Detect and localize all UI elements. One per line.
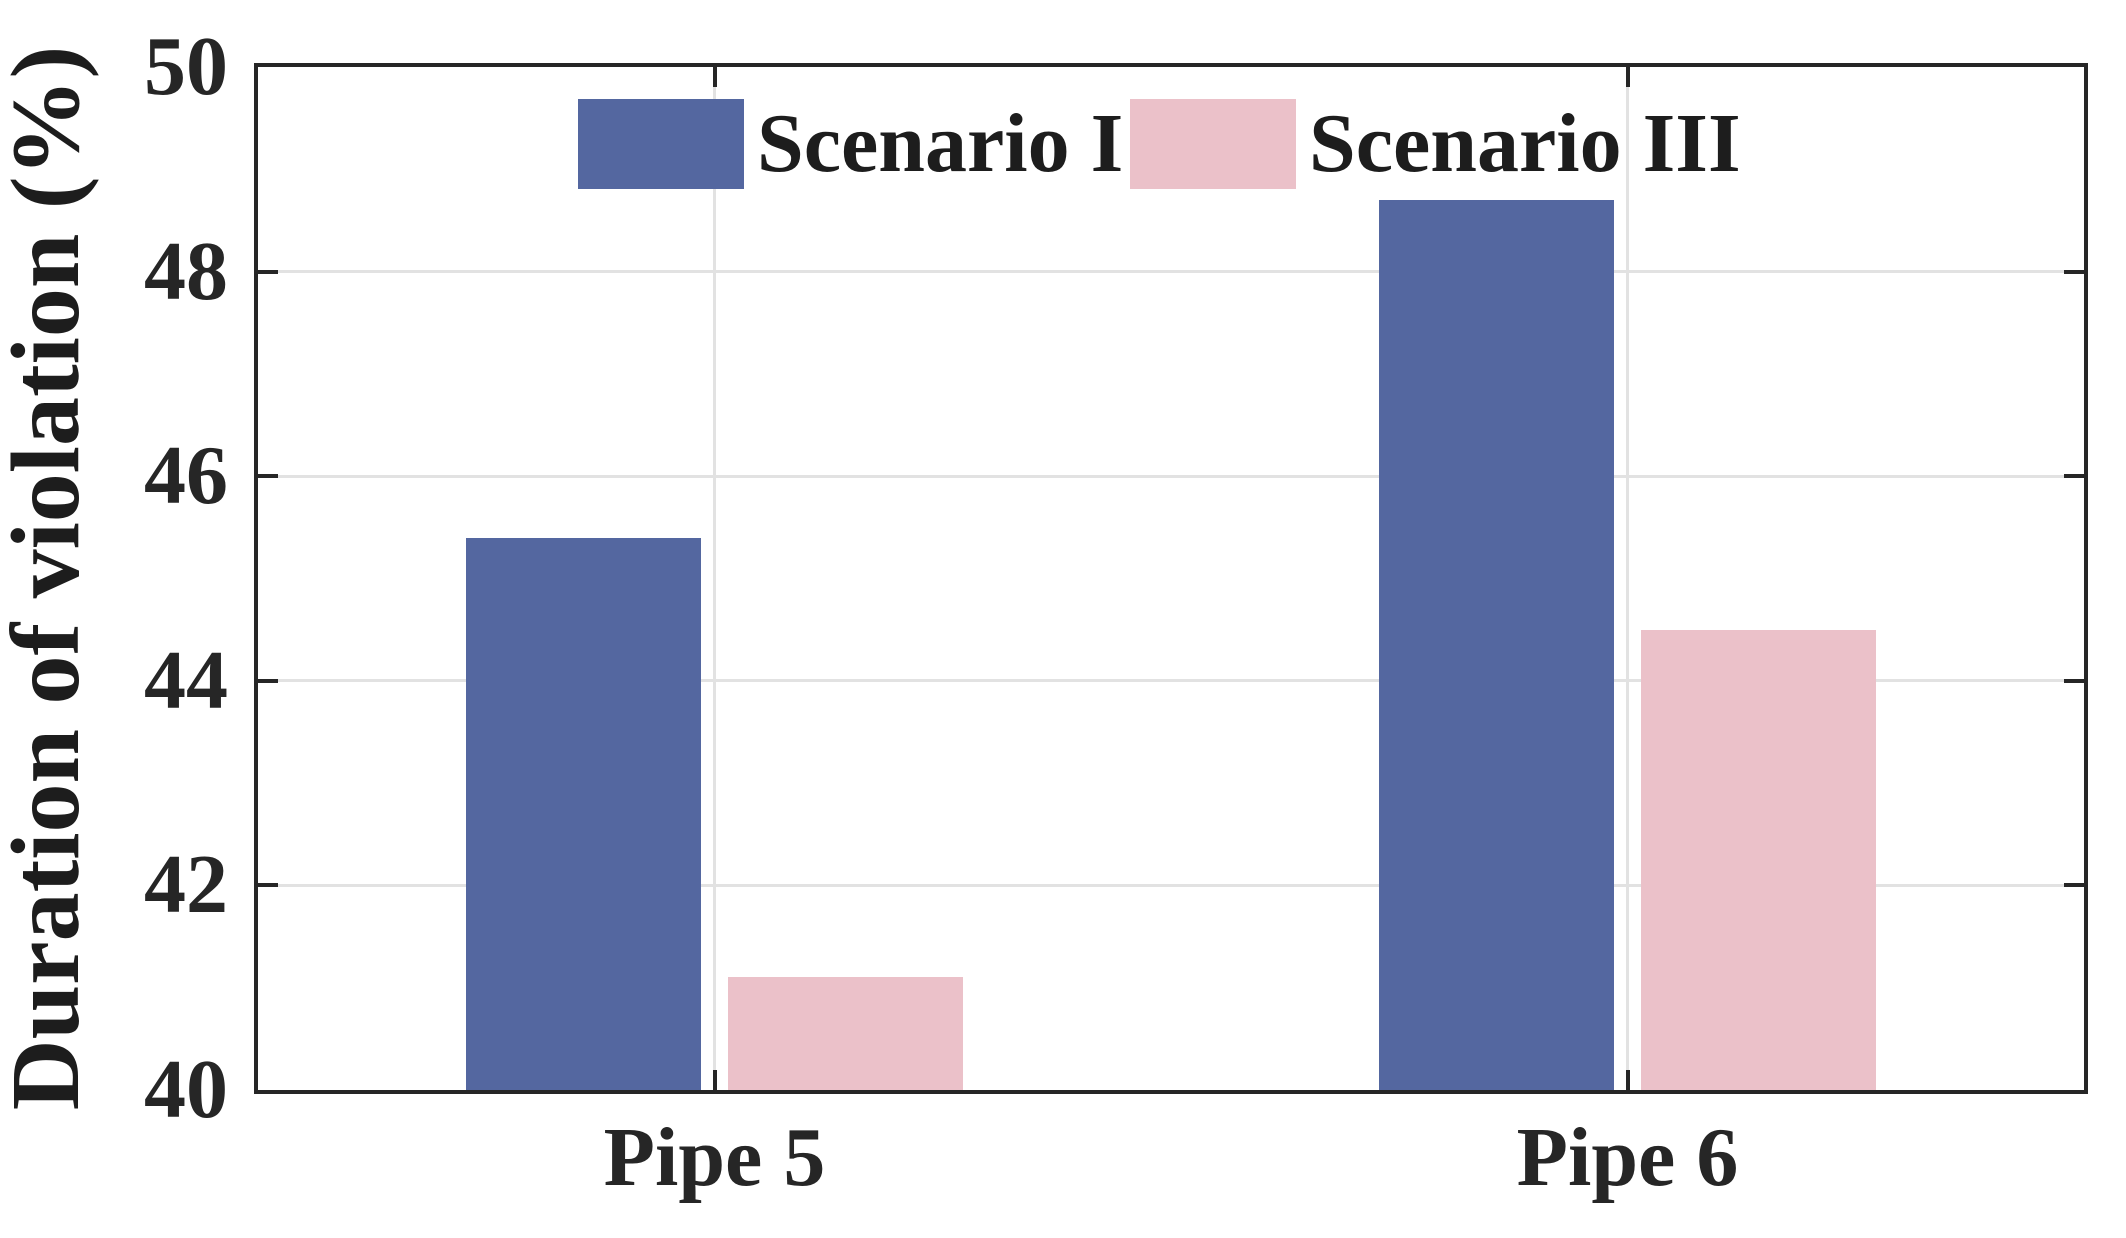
y-tick-label-42: 42 — [144, 838, 228, 932]
y-tick-right-48 — [2064, 269, 2084, 274]
h-gridline-44 — [258, 679, 2084, 683]
legend-entry-scenario-1: Scenario I — [578, 99, 1123, 189]
legend-swatch-scenario-1 — [578, 99, 744, 189]
legend-swatch-scenario-3 — [1130, 99, 1296, 189]
y-tick-right-42 — [2064, 883, 2084, 888]
y-tick-label-40: 40 — [144, 1043, 228, 1136]
y-tick-label-48: 48 — [144, 224, 228, 318]
y-tick-labels: 40 42 44 46 48 50 — [0, 25, 228, 1132]
bar-pipe-5-scenario-i — [466, 537, 702, 1090]
v-gridline-pipe-5 — [713, 67, 716, 1090]
v-gridline-pipe-6 — [1626, 67, 1629, 1090]
plot-inner — [258, 67, 2084, 1090]
x-tick-top-pipe-5 — [712, 67, 717, 87]
legend-label-scenario-3: Scenario III — [1309, 97, 1741, 190]
h-gridline-42 — [258, 883, 2084, 887]
x-tick-top-pipe-6 — [1625, 67, 1630, 87]
y-tick-left-48 — [258, 269, 278, 274]
h-gridline-46 — [258, 474, 2084, 478]
x-tick-label-pipe-6: Pipe 6 — [1516, 1111, 1739, 1204]
bar-pipe-5-scenario-iii — [727, 977, 963, 1090]
legend-label-scenario-1: Scenario I — [757, 97, 1124, 190]
x-tick-labels: Pipe 5 Pipe 6 — [258, 1116, 2084, 1226]
y-tick-left-42 — [258, 883, 278, 888]
bar-pipe-6-scenario-iii — [1640, 629, 1876, 1090]
plot-area: Scenario I Scenario III — [254, 63, 2088, 1094]
y-tick-label-46: 46 — [144, 429, 228, 523]
y-tick-label-50: 50 — [144, 20, 228, 113]
x-tick-label-pipe-5: Pipe 5 — [603, 1111, 826, 1204]
y-tick-left-44 — [258, 678, 278, 683]
legend-entry-scenario-3: Scenario III — [1130, 99, 1741, 189]
y-tick-label-44: 44 — [144, 633, 228, 727]
y-tick-right-44 — [2064, 678, 2084, 683]
bar-pipe-6-scenario-i — [1379, 200, 1615, 1090]
x-tick-bottom-pipe-6 — [1625, 1070, 1630, 1090]
y-tick-left-46 — [258, 474, 278, 479]
x-tick-bottom-pipe-5 — [712, 1070, 717, 1090]
y-tick-right-46 — [2064, 474, 2084, 479]
h-gridline-48 — [258, 270, 2084, 274]
